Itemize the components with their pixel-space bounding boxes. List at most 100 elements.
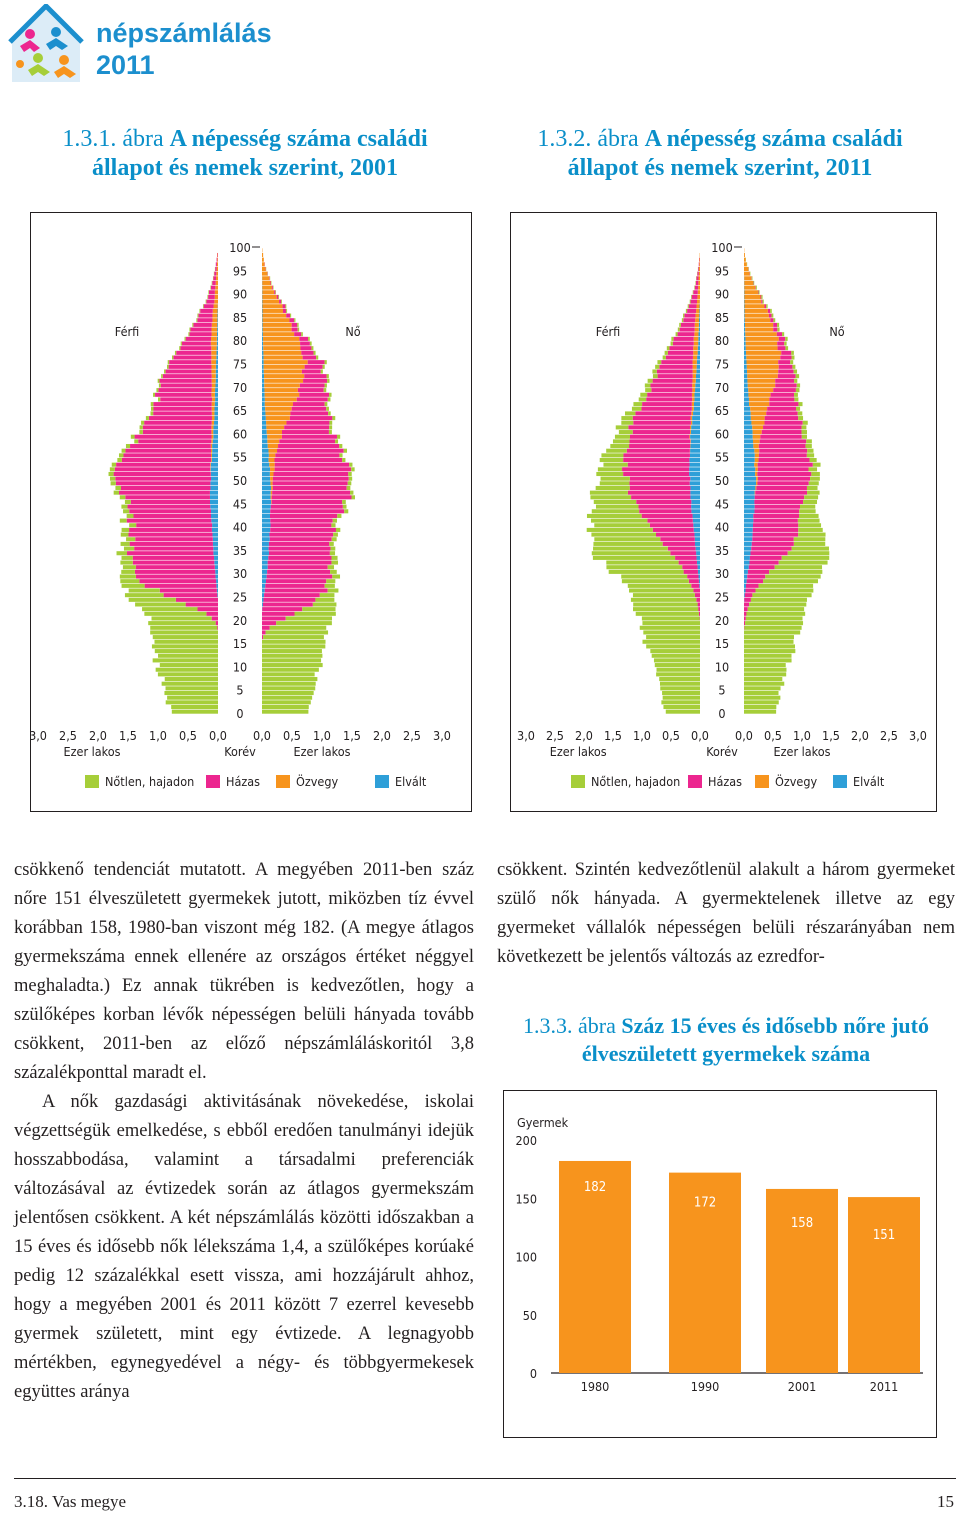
female-married-bar-age-60 <box>761 430 802 435</box>
female-married-bar-age-30 <box>747 569 770 574</box>
female-single-bar-age-33 <box>331 555 338 560</box>
male-married-bar-age-79 <box>672 341 694 346</box>
male-married-bar-age-47 <box>627 490 691 495</box>
male-single-bar-age-32 <box>120 560 133 565</box>
male-divorced-bar-age-37 <box>212 537 218 542</box>
male-single-bar-age-4 <box>164 691 218 696</box>
female-married-bar-age-82 <box>773 327 778 332</box>
male-single-bar-age-90 <box>692 290 694 295</box>
female-single-bar-age-58 <box>335 439 339 444</box>
male-single-bar-age-88 <box>689 299 691 304</box>
female-single-bar-age-10 <box>262 663 323 668</box>
female-divorced-bar-age-41 <box>744 518 754 523</box>
male-widowed-bar-age-92 <box>215 280 218 285</box>
female-single-bar-age-49 <box>808 481 819 486</box>
male-single-bar-age-12 <box>158 653 218 658</box>
female-single-bar-age-62 <box>329 420 333 425</box>
male-married-bar-age-41 <box>647 518 693 523</box>
female-single-bar-age-78 <box>311 346 314 351</box>
female-single-bar-age-71 <box>327 378 330 383</box>
female-widowed-bar-age-94 <box>262 271 268 276</box>
male-divorced-bar-age-82 <box>698 327 700 332</box>
male-married-bar-age-84 <box>197 318 213 323</box>
pyramid2-box <box>510 212 937 812</box>
female-married-bar-age-81 <box>776 332 783 337</box>
male-married-bar-age-62 <box>633 420 691 425</box>
male-married-bar-age-80 <box>185 336 212 341</box>
male-divorced-bar-age-31 <box>697 565 700 570</box>
female-married-bar-age-20 <box>744 616 746 621</box>
male-married-bar-age-26 <box>693 588 700 593</box>
female-widowed-bar-age-80 <box>745 336 779 341</box>
female-widowed-bar-age-69 <box>748 388 774 393</box>
legend-swatch-divorced <box>833 775 847 788</box>
female-divorced-bar-age-68 <box>262 392 265 397</box>
age-tick-45: 45 <box>233 496 247 511</box>
female-widowed-bar-age-66 <box>749 402 770 407</box>
male-married-bar-age-47 <box>119 490 210 495</box>
female-divorced-bar-age-72 <box>262 374 265 379</box>
female-married-bar-age-23 <box>744 602 750 607</box>
female-married-bar-age-38 <box>752 532 799 537</box>
male-married-bar-age-73 <box>656 369 693 374</box>
female-widowed-bar-age-46 <box>270 495 272 500</box>
female-divorced-bar-age-86 <box>262 308 263 313</box>
legend-swatch-single <box>85 775 99 788</box>
male-married-bar-age-36 <box>662 541 695 546</box>
female-widowed-bar-age-68 <box>748 392 771 397</box>
female-widowed-bar-age-79 <box>745 341 778 346</box>
male-divorced-bar-age-53 <box>210 462 218 467</box>
male-married-bar-age-72 <box>162 374 212 379</box>
male-widowed-bar-age-73 <box>692 369 697 374</box>
female-divorced-bar-age-33 <box>744 555 750 560</box>
male-single-bar-age-64 <box>150 411 154 416</box>
female-married-bar-age-20 <box>262 616 286 621</box>
age-axis-label: Korév <box>706 744 738 759</box>
female-single-bar-age-43 <box>344 509 349 514</box>
female-single-bar-age-35 <box>330 546 336 551</box>
female-married-bar-age-28 <box>746 579 764 584</box>
female-married-bar-age-21 <box>262 611 295 616</box>
female-single-bar-age-49 <box>347 481 352 486</box>
female-single-bar-age-70 <box>324 383 327 388</box>
male-widowed-bar-age-74 <box>692 364 697 369</box>
y-tick-50: 50 <box>523 1308 537 1323</box>
male-single-bar-age-46 <box>590 495 632 500</box>
female-widowed-bar-age-91 <box>744 285 756 290</box>
male-divorced-bar-age-61 <box>691 425 700 430</box>
bar-value-label-1980: 182 <box>584 1180 606 1195</box>
female-widowed-bar-age-81 <box>262 332 295 337</box>
male-widowed-bar-age-86 <box>212 308 218 313</box>
male-single-bar-age-11 <box>152 658 218 663</box>
female-divorced-bar-age-87 <box>744 304 745 309</box>
male-widowed-bar-age-77 <box>693 350 698 355</box>
male-divorced-bar-age-65 <box>214 406 218 411</box>
female-married-bar-age-84 <box>289 318 295 323</box>
age-tick-30: 30 <box>715 566 729 581</box>
male-widowed-bar-age-76 <box>211 355 217 360</box>
male-married-bar-age-46 <box>631 495 691 500</box>
male-married-bar-age-94 <box>697 271 699 276</box>
male-single-bar-age-66 <box>633 402 643 407</box>
female-single-bar-age-34 <box>787 551 830 556</box>
male-married-bar-age-42 <box>641 513 693 518</box>
age-tick-55: 55 <box>715 450 729 465</box>
female-single-bar-age-60 <box>328 430 332 435</box>
male-single-bar-age-63 <box>145 416 149 421</box>
female-married-bar-age-67 <box>296 397 328 402</box>
male-married-bar-age-77 <box>176 350 212 355</box>
male-widowed-bar-age-64 <box>211 411 215 416</box>
male-divorced-bar-age-51 <box>689 471 700 477</box>
female-single-bar-age-29 <box>765 574 821 579</box>
male-married-bar-age-35 <box>667 546 696 551</box>
female-divorced-bar-age-80 <box>262 336 264 341</box>
female-single-bar-age-65 <box>796 406 801 411</box>
female-married-bar-age-78 <box>300 346 312 351</box>
female-married-bar-age-58 <box>279 439 336 444</box>
female-divorced-bar-age-82 <box>262 327 263 332</box>
female-widowed-bar-age-74 <box>263 364 305 369</box>
male-single-bar-age-56 <box>606 448 627 453</box>
male-widowed-bar-age-62 <box>211 420 215 425</box>
male-divorced-bar-age-60 <box>690 430 700 435</box>
male-single-bar-age-65 <box>631 406 642 411</box>
